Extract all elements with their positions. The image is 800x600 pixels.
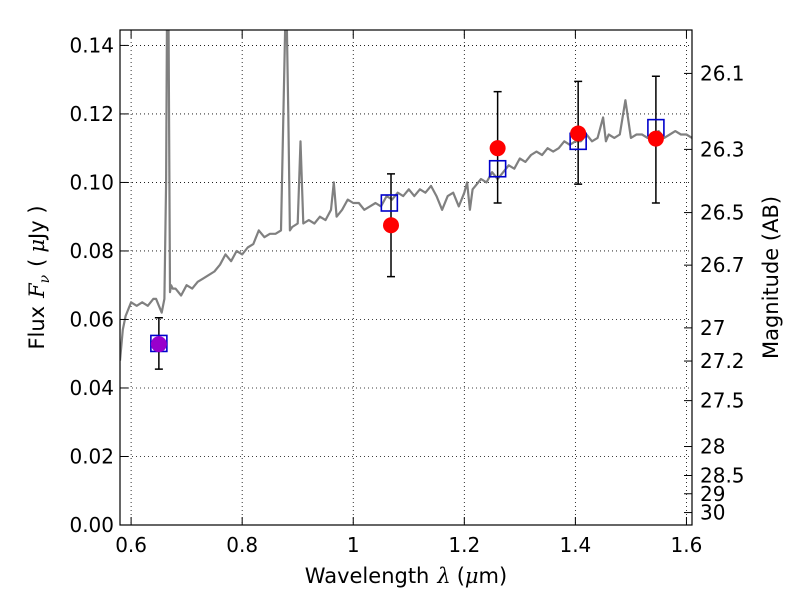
y-tick-label: 0.04	[69, 376, 114, 400]
y2-tick-label: 26.5	[700, 201, 745, 225]
observed-photometry-series	[150, 125, 664, 353]
y2-tick-label: 28	[700, 435, 725, 459]
y-axis-title: FluxFν(μJy )	[25, 205, 53, 349]
x-tick-label: 0.8	[226, 533, 258, 557]
y2-tick-label: 26.3	[700, 137, 745, 161]
y-tick-label: 0.02	[69, 444, 114, 468]
y-tick-label: 0.12	[69, 102, 114, 126]
axis-ticks: 0.6 0.8 1 1.2 1.4 1.6 0.00 0.02 0.04 0.06 0.08 0.10…	[69, 30, 745, 557]
y2-axis-title: Magnitude (AB)	[759, 196, 783, 359]
plot-frame	[119, 29, 693, 526]
error-bars	[154, 75, 660, 370]
model-photometry-series	[150, 118, 665, 353]
x-tick-label: 1.6	[671, 533, 703, 557]
model-spectrum-series	[120, 30, 692, 361]
y-tick-label: 0.08	[69, 239, 114, 263]
x-tick-label: 1	[347, 533, 360, 557]
y-tick-label: 0.10	[69, 170, 114, 194]
observed-photometry-point	[647, 130, 664, 147]
y2-tick-label: 26.1	[700, 61, 745, 85]
y2-tick-label: 29	[700, 482, 725, 506]
y2-tick-label: 28.5	[700, 463, 745, 487]
observed-photometry-point	[570, 125, 587, 142]
y-tick-label: 0.06	[69, 307, 114, 331]
x-tick-label: 0.6	[115, 533, 147, 557]
x-tick-label: 1.2	[448, 533, 480, 557]
observed-photometry-point	[383, 217, 400, 234]
y2-tick-label: 27	[700, 316, 725, 340]
y-tick-label: 0.00	[69, 513, 114, 537]
model-photometry-point	[488, 159, 507, 178]
y2-tick-label: 27.2	[700, 349, 745, 373]
y2-tick-label: 27.5	[700, 389, 745, 413]
observed-photometry-point	[489, 140, 506, 157]
y2-tick-label: 30	[700, 501, 725, 525]
observed-photometry-point	[150, 336, 167, 353]
spectrum-line	[120, 30, 692, 361]
y2-tick-label: 26.7	[700, 253, 745, 277]
y-tick-label: 0.14	[69, 33, 114, 57]
model-photometry-point	[380, 194, 399, 212]
x-axis-title: Wavelength λ (μm)	[305, 564, 507, 588]
x-tick-label: 1.4	[559, 533, 591, 557]
